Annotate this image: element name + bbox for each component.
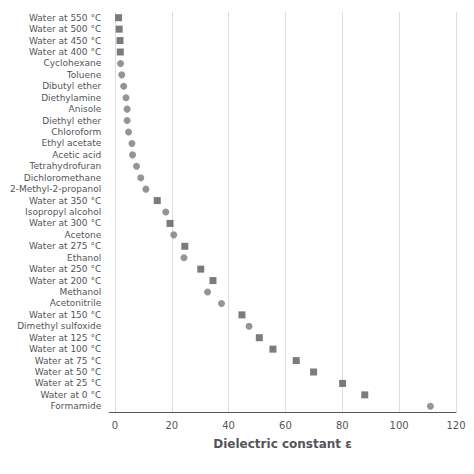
svg-text:Water at 300 °C: Water at 300 °C bbox=[29, 218, 101, 228]
svg-text:Water at 250 °C: Water at 250 °C bbox=[29, 264, 101, 274]
svg-text:100: 100 bbox=[390, 420, 409, 431]
svg-text:Water at 450 °C: Water at 450 °C bbox=[29, 36, 101, 46]
svg-text:Water at 275 °C: Water at 275 °C bbox=[29, 241, 101, 251]
svg-text:120: 120 bbox=[446, 420, 465, 431]
svg-text:Diethylamine: Diethylamine bbox=[41, 93, 102, 103]
svg-text:Toluene: Toluene bbox=[66, 70, 102, 80]
svg-text:Isopropyl alcohol: Isopropyl alcohol bbox=[25, 207, 101, 217]
svg-text:Acetone: Acetone bbox=[64, 230, 101, 240]
svg-text:Dichloromethane: Dichloromethane bbox=[24, 173, 102, 183]
svg-text:80: 80 bbox=[336, 420, 349, 431]
svg-text:Water at 400 °C: Water at 400 °C bbox=[29, 47, 101, 57]
svg-text:Methanol: Methanol bbox=[59, 287, 101, 297]
svg-text:Water at 75 °C: Water at 75 °C bbox=[35, 356, 101, 366]
svg-text:Dielectric constant ε: Dielectric constant ε bbox=[213, 437, 352, 451]
svg-text:Acetonitrile: Acetonitrile bbox=[50, 298, 102, 308]
svg-text:Water at 500 °C: Water at 500 °C bbox=[29, 24, 101, 34]
svg-text:Water at 550 °C: Water at 550 °C bbox=[29, 13, 101, 23]
svg-text:Formamide: Formamide bbox=[50, 401, 101, 411]
svg-text:Cyclohexane: Cyclohexane bbox=[43, 58, 101, 68]
svg-text:Water at 150 °C: Water at 150 °C bbox=[29, 310, 101, 320]
svg-text:Water at 200 °C: Water at 200 °C bbox=[29, 276, 101, 286]
svg-text:Tetrahydrofuran: Tetrahydrofuran bbox=[28, 161, 101, 171]
svg-text:Ethanol: Ethanol bbox=[67, 253, 101, 263]
svg-text:Water at 50 °C: Water at 50 °C bbox=[35, 367, 101, 377]
svg-text:Water at 25 °C: Water at 25 °C bbox=[35, 378, 101, 388]
svg-text:Water at 0 °C: Water at 0 °C bbox=[40, 390, 101, 400]
svg-text:Diethyl ether: Diethyl ether bbox=[42, 116, 101, 126]
svg-text:Water at 100 °C: Water at 100 °C bbox=[29, 344, 101, 354]
svg-text:2-Methyl-2-propanol: 2-Methyl-2-propanol bbox=[10, 184, 101, 194]
svg-text:Ethyl acetate: Ethyl acetate bbox=[41, 138, 101, 148]
svg-text:0: 0 bbox=[112, 420, 118, 431]
svg-text:Water at 125 °C: Water at 125 °C bbox=[29, 333, 101, 343]
svg-text:Chloroform: Chloroform bbox=[51, 127, 101, 137]
svg-text:Dimethyl sulfoxide: Dimethyl sulfoxide bbox=[17, 321, 101, 331]
svg-text:60: 60 bbox=[279, 420, 292, 431]
svg-text:40: 40 bbox=[222, 420, 235, 431]
svg-text:20: 20 bbox=[165, 420, 178, 431]
svg-text:Water at 350 °C: Water at 350 °C bbox=[29, 196, 101, 206]
svg-text:Dibutyl ether: Dibutyl ether bbox=[42, 81, 101, 91]
svg-text:Acetic acid: Acetic acid bbox=[52, 150, 101, 160]
svg-text:Anisole: Anisole bbox=[69, 104, 102, 114]
